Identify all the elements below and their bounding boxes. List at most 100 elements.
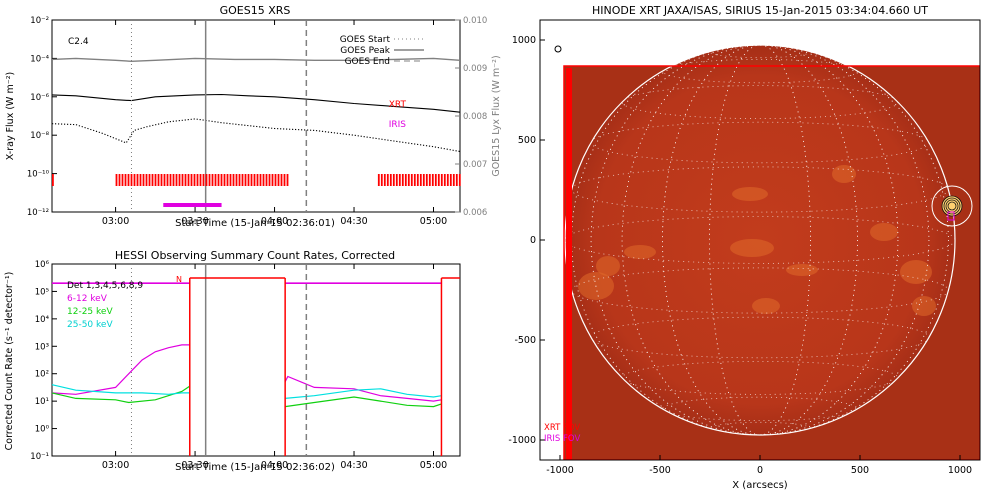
active-region — [900, 260, 932, 284]
goes-xtick-label-2: 04:00 — [261, 216, 288, 227]
xrt-coverage-tick — [440, 174, 443, 186]
xrt-coverage-tick — [410, 174, 413, 186]
hessi-y-ticks: 10⁻¹ 10⁰ 10¹ 10² 10³ 10⁴ 10⁵ 10⁶ — [30, 260, 57, 462]
xrt-coverage-tick — [121, 174, 124, 186]
iris-fov-box — [947, 211, 955, 221]
flare-contour — [941, 195, 963, 217]
xrt-xtick-label-2: 0 — [757, 465, 763, 476]
hessi-ytick-label-4: 10³ — [35, 342, 49, 352]
xrt-coverage-tick — [133, 174, 136, 186]
xrt-coverage-tick — [190, 174, 193, 186]
active-region — [732, 187, 768, 201]
xrt-coverage-tick — [154, 174, 157, 186]
xrt-coverage-tick — [127, 174, 130, 186]
xrt-coverage-tick — [217, 174, 220, 186]
goes-series-0 — [51, 57, 461, 63]
xrt-coverage-tick — [223, 174, 226, 186]
active-regions — [578, 165, 936, 316]
xrt-coverage-tick — [443, 174, 446, 186]
active-region — [912, 296, 936, 316]
xrt-coverage-tick — [142, 174, 145, 186]
xrt-coverage-tick — [145, 174, 148, 186]
xrt-coverage-tick — [446, 174, 449, 186]
active-region — [870, 223, 898, 241]
xrt-coverage-tick — [271, 174, 274, 186]
goes-xtick-label-1: 03:30 — [181, 216, 208, 227]
iris-coverage-bar-0 — [163, 203, 222, 207]
xrt-coverage-tick — [383, 174, 386, 186]
hessi-xtick-label-4: 05:00 — [420, 460, 447, 471]
xrt-coverage-tick — [160, 174, 163, 186]
xrt-coverage-tick — [422, 174, 425, 186]
xrt-coverage-tick — [286, 174, 289, 186]
xrt-coverage-tick — [250, 174, 253, 186]
xrt-coverage-label: XRT — [389, 100, 407, 110]
hessi-series-2 — [51, 384, 442, 399]
xrt-coverage-tick — [407, 174, 410, 186]
active-region — [752, 298, 780, 314]
longitude-line — [662, 45, 858, 435]
xrt-coverage-tick — [187, 174, 190, 186]
xrt-coverage-tick — [208, 174, 211, 186]
xrt-fov-label: XRT FOV — [544, 423, 580, 433]
xrt-coverage-tick — [434, 174, 437, 186]
xrt-fov-box — [563, 65, 980, 460]
hessi-ytick-label-2: 10¹ — [35, 397, 49, 407]
goes-xtick-label-4: 05:00 — [420, 216, 447, 227]
flare-contours — [931, 185, 973, 227]
xrt-coverage-tick — [277, 174, 280, 186]
latitude-line — [621, 360, 899, 395]
xrt-coverage-tick — [253, 174, 256, 186]
xrt-coverage-tick — [398, 174, 401, 186]
legend-goes-peak: GOES Peak — [340, 46, 390, 56]
hessi-ytick-label-7: 10⁶ — [35, 260, 50, 270]
goes-class-label: C2.4 — [68, 37, 89, 47]
xrt-title: HINODE XRT JAXA/ISAS, SIRIUS 15-Jan-2015… — [592, 4, 928, 17]
legend-6-12-kev: 6-12 keV — [67, 294, 108, 304]
active-region — [624, 245, 656, 259]
xrt-coverage-tick — [148, 174, 151, 186]
xrt-coverage-tick — [247, 174, 250, 186]
hessi-panel: HESSI Observing Summary Count Rates, Cor… — [4, 249, 461, 473]
flare-contour — [947, 201, 957, 211]
xrt-y-ticks: -1000 -500 0 500 1000 — [508, 35, 545, 446]
hessi-night-markers — [189, 277, 460, 456]
hessi-night-label: N — [176, 275, 182, 284]
xrt-ytick-label-4: 1000 — [512, 35, 536, 46]
goes-xrs-panel: GOES15 XRS 10⁻¹² 10⁻¹⁰ 10⁻⁸ 10⁻⁶ 10⁻⁴ 10⁻² 0.… — [5, 4, 502, 229]
xrt-coverage-tick — [268, 174, 271, 186]
hessi-xtick-label-2: 04:00 — [261, 460, 288, 471]
xrt-fov-edge — [566, 68, 572, 460]
xrt-coverage-tick — [226, 174, 229, 186]
goes-title: GOES15 XRS — [220, 4, 291, 17]
xrt-ytick-label-2: 0 — [530, 235, 536, 246]
xrt-coverage-tick — [238, 174, 241, 186]
xrt-coverage-tick — [130, 174, 133, 186]
xrt-coverage-tick — [172, 174, 175, 186]
xrt-coverage-tick — [416, 174, 419, 186]
longitude-line — [621, 45, 899, 435]
xrt-coverage-tick — [395, 174, 398, 186]
flare-circle — [931, 185, 973, 227]
hessi-ytick-label-0: 10⁻¹ — [30, 452, 49, 462]
legend-goes-start: GOES Start — [340, 35, 391, 45]
xrt-coverage-tick — [280, 174, 283, 186]
xrt-coverage-tick — [386, 174, 389, 186]
goes-series-1 — [51, 93, 461, 113]
hessi-series-0 — [51, 344, 442, 402]
xrt-coverage-tick — [458, 174, 461, 186]
xrt-coverage-tick — [256, 174, 259, 186]
xrt-coverage-tick — [163, 174, 166, 186]
xrt-coverage-tick — [178, 174, 181, 186]
flare-contour — [943, 197, 961, 215]
hessi-detector-label: Det 1,3,4,5,6,8,9 — [67, 281, 143, 291]
xrt-coverage-tick — [175, 174, 178, 186]
xrt-coverage-tick — [449, 174, 452, 186]
xrt-coverage-tick — [452, 174, 455, 186]
goes-plot-frame — [51, 19, 461, 213]
hessi-xtick-label-3: 04:30 — [340, 460, 367, 471]
longitude-line — [571, 45, 949, 435]
goes-coverage-bars — [52, 174, 461, 207]
xrt-coverage-tick — [118, 174, 121, 186]
